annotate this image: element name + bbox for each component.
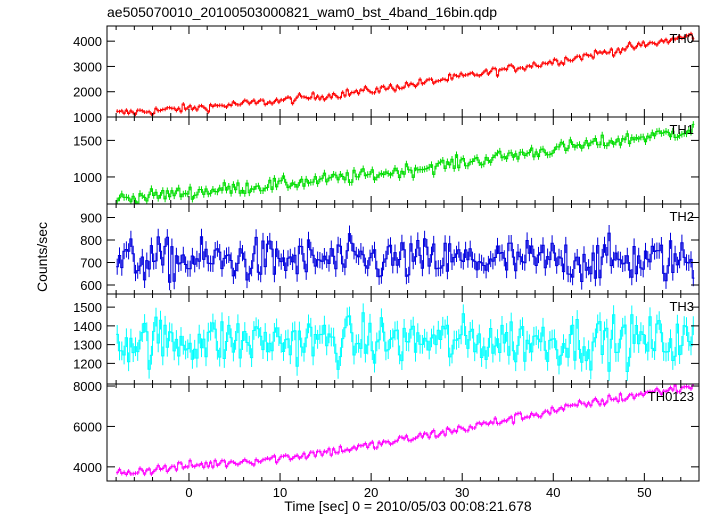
panel-label-th1: TH1	[669, 122, 694, 137]
x-tick-label: 10	[273, 485, 287, 500]
y-tick-label: 2000	[73, 85, 102, 100]
error-bars-th0	[116, 31, 694, 117]
panels: 1000 2000 3000 4000 TH0 1000 1500 TH1 600 700 800 9…	[73, 25, 700, 500]
y-tick-label: 3000	[73, 59, 102, 74]
series-th2	[116, 225, 695, 291]
panel-frame	[106, 25, 700, 118]
panel-th0123: 4000 6000 8000 TH0123	[73, 379, 700, 482]
y-tick-label: 4000	[73, 34, 102, 49]
panel-th0: 1000 2000 3000 4000 TH0	[73, 25, 700, 125]
data-line-th1	[116, 123, 695, 205]
data-line-th0123	[116, 383, 695, 475]
y-tick-label: 6000	[73, 419, 102, 434]
y-tick-label: 1500	[73, 133, 102, 148]
panel-label-th3: TH3	[669, 299, 694, 314]
data-line-th0	[116, 33, 695, 115]
x-tick-label: 40	[546, 485, 560, 500]
y-axis-label: Counts/sec	[34, 222, 50, 292]
panel-label-th0: TH0	[669, 31, 694, 46]
x-tick-label: 20	[364, 485, 378, 500]
error-bars-th1	[116, 121, 694, 204]
error-bars-th0123	[116, 384, 694, 477]
y-tick-label: 900	[80, 211, 102, 226]
series-th3	[116, 303, 695, 381]
x-tick-label: 0	[185, 485, 192, 500]
y-tick-label: 1400	[73, 319, 102, 334]
y-tick-label: 700	[80, 256, 102, 271]
y-tick-label: 1000	[73, 110, 102, 125]
error-bars-th3	[116, 303, 694, 381]
data-line-th2	[116, 232, 695, 283]
x-axis-label: Time [sec] 0 = 2010/05/03 00:08:21.678	[284, 498, 532, 514]
panel-th2: 600 700 800 900 TH2	[80, 203, 700, 295]
y-tick-label: 1500	[73, 300, 102, 315]
y-tick-label: 8000	[73, 379, 102, 394]
y-tick-label: 800	[80, 233, 102, 248]
panel-th3: 1200 1300 1400 1500 TH3	[73, 293, 700, 385]
y-tick-label: 600	[80, 278, 102, 293]
series-th1	[116, 121, 695, 205]
y-tick-label: 1000	[73, 170, 102, 185]
data-line-th3	[116, 312, 695, 372]
panel-label-th0123: TH0123	[648, 389, 694, 404]
chart-title: ae505070010_20100503000821_wam0_bst_4ban…	[107, 4, 497, 20]
series-th0123	[116, 383, 695, 477]
series-th0	[116, 31, 695, 117]
x-tick-label: 50	[637, 485, 651, 500]
y-tick-label: 1300	[73, 338, 102, 353]
x-tick-label: 30	[455, 485, 469, 500]
panel-frame	[106, 383, 700, 482]
y-tick-label: 1200	[73, 356, 102, 371]
y-tick-label: 4000	[73, 460, 102, 475]
panel-th1: 1000 1500 TH1	[73, 116, 700, 205]
panel-frame	[106, 116, 700, 205]
panel-label-th2: TH2	[669, 209, 694, 224]
